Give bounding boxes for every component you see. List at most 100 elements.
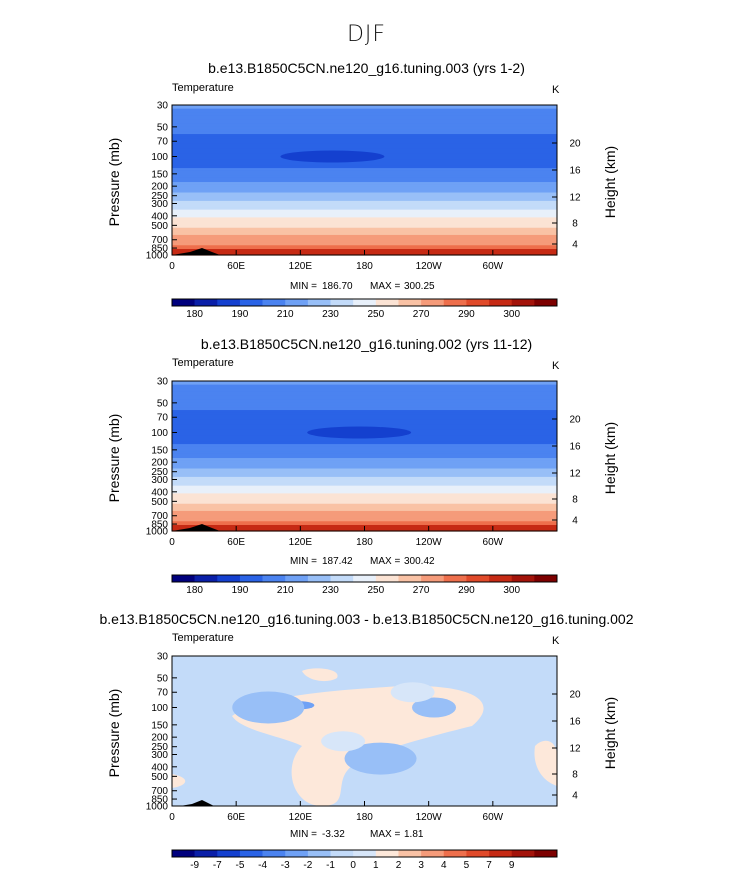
panel2-y-tick-label: 1000	[146, 527, 169, 538]
panel1-temperature-band	[172, 186, 557, 189]
panel3-x-tick-label: 180	[356, 812, 373, 823]
panel1-max-value: 300.25	[404, 281, 435, 292]
panel2-temperature-band	[172, 485, 557, 489]
panel2-cold-core-feature	[307, 426, 412, 439]
panel3-colorbar-cell	[398, 850, 422, 857]
panel1-colorbar-cell	[217, 299, 241, 306]
panel3-colorbar-frame	[171, 849, 558, 858]
panel1-y-tick-label: 30	[157, 101, 169, 112]
panel3-anomaly-3	[344, 742, 417, 775]
panel3-y-tick-label: 100	[151, 703, 168, 714]
panel2-colorbar-cell	[375, 575, 399, 582]
panel2-colorbar-label: 250	[367, 585, 384, 596]
panel3-height-tick-label: 20	[569, 690, 581, 701]
panel1-height-tick-label: 16	[569, 166, 581, 177]
panel2-temperature-band	[172, 472, 557, 475]
panel1-colorbar-cell	[172, 299, 195, 306]
panel2-x-tick-label: 120E	[289, 537, 313, 548]
panel3-y-tick-label: 50	[157, 673, 169, 684]
panel3-max-value: 1.81	[404, 829, 424, 840]
panel3-units: K	[552, 635, 560, 647]
panel2-colorbar-cell	[534, 575, 558, 582]
panel2-temperature-band	[172, 521, 557, 524]
panel3-colorbar-label: 4	[441, 860, 447, 871]
panel3-colorbar-cell	[194, 850, 218, 857]
panel2-colorbar-label: 300	[503, 585, 520, 596]
panel2-temperature-band	[172, 499, 557, 502]
panel3-colorbar-cell	[443, 850, 467, 857]
panel1-colorbar-label: 300	[503, 309, 520, 320]
panel1-temperature-band	[172, 237, 557, 241]
panel2-x-tick-label: 60E	[227, 537, 245, 548]
panel2-colorbar-cell	[398, 575, 422, 582]
panel1-temperature-band	[172, 170, 557, 175]
panel2-height-tick-label: 12	[569, 469, 581, 480]
panel3-colorbar-label: -3	[281, 860, 290, 871]
panel1-temperature-band	[172, 115, 557, 121]
panel1-min-value: 186.70	[322, 281, 353, 292]
panel1-height-tick-label: 20	[569, 139, 581, 150]
panel2-y-tick-label: 500	[151, 497, 168, 508]
panel2-temperature-band	[172, 388, 557, 393]
panel2-ylabel-right: Height (km)	[602, 421, 618, 495]
panel2-temperature-band	[172, 449, 557, 453]
panel2-temperature-band	[172, 417, 557, 421]
panel2-min-value: 187.42	[322, 556, 353, 567]
panel3-warm-region	[302, 668, 338, 682]
panel2-temperature-band	[172, 465, 557, 468]
panel1-temperature-band	[172, 168, 557, 172]
panel2-colorbar-cell	[194, 575, 218, 582]
panel3-colorbar-label: 7	[486, 860, 492, 871]
panel1-temperature-band	[172, 245, 557, 248]
panel2-temperature-band	[172, 474, 557, 477]
panel2-colorbar-cell	[511, 575, 535, 582]
panel2-temperature-band	[172, 513, 557, 517]
panel1-temperature-band	[172, 218, 557, 222]
panel2-temperature-band	[172, 506, 557, 510]
panel3-contour-plot: 0 60E 120E 180 120W 60W3050701001502002503004…	[146, 652, 581, 872]
panel1-height-tick-label: 8	[572, 219, 578, 230]
panel3-x-tick-label: 120W	[416, 812, 443, 823]
panel3-colorbar-label: -1	[326, 860, 335, 871]
panel2-temperature-band	[172, 476, 557, 479]
panel2-temperature-band	[172, 515, 557, 518]
panel2-temperature-band	[172, 470, 557, 473]
panel2-temperature-band	[172, 522, 557, 525]
panel3-height-tick-label: 12	[569, 744, 581, 755]
panel1-temperature-band	[172, 209, 557, 213]
panel2-temperature-band	[172, 489, 557, 493]
panel1-temperature-band	[172, 162, 557, 166]
panel3-y-tick-label: 200	[151, 733, 168, 744]
panel1-height-tick-label: 12	[569, 193, 581, 204]
panel2-colorbar-cell	[239, 575, 263, 582]
panel3-x-tick-label: 120E	[289, 812, 313, 823]
panel2-y-tick-label: 250	[151, 467, 168, 478]
panel2-temperature-band	[172, 438, 557, 442]
panel1-colorbar-cell	[194, 299, 218, 306]
panel3-anomaly-4	[412, 697, 457, 718]
panel3-colorbar-cell	[307, 850, 331, 857]
panel2-y-tick-label: 300	[151, 475, 168, 486]
panel2-temperature-band	[172, 446, 557, 451]
panel1-colorbar-label: 290	[458, 309, 475, 320]
panel2-temperature-band	[172, 412, 557, 416]
panel3-x-tick-label: 60W	[483, 812, 504, 823]
panel3-colorbar-label: 1	[373, 860, 379, 871]
panel1-temperature-band	[172, 223, 557, 226]
panel1-colorbar-label: 270	[413, 309, 430, 320]
panel2-y-tick-label: 30	[157, 377, 169, 388]
panel2-colorbar-cell	[307, 575, 331, 582]
panel1-temperature-band	[172, 202, 557, 205]
panel1-y-tick-label: 70	[157, 137, 169, 148]
panel1-temperature-band	[172, 105, 557, 110]
panel1-temperature-band	[172, 207, 557, 211]
panel3-x-tick-label: 0	[169, 812, 175, 823]
panel1-y-tick-label: 500	[151, 221, 168, 232]
panel1-x-tick-label: 60W	[483, 261, 504, 272]
panel1-x-tick-label: 120W	[416, 261, 443, 272]
panel1-temperature-band	[172, 189, 557, 192]
panel2-temperature-band	[172, 460, 557, 463]
panel1-temperature-band	[172, 165, 557, 169]
panel2-topography	[172, 524, 220, 531]
panel1-temperature-band	[172, 180, 557, 183]
